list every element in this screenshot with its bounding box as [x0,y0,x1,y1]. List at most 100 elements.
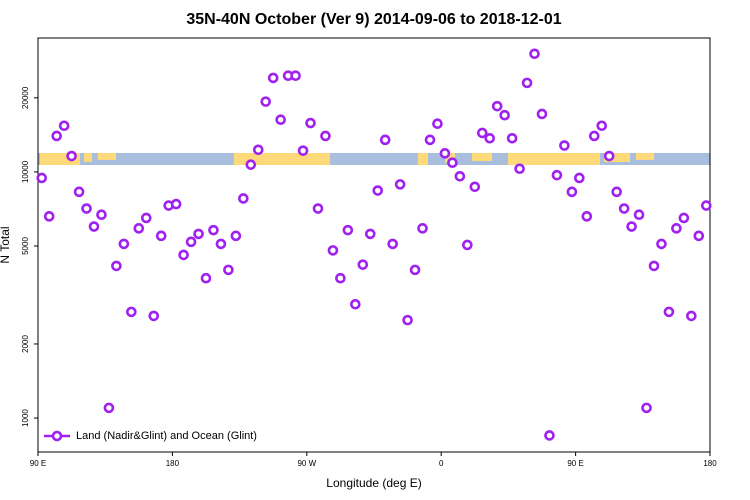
point [656,238,667,250]
point [267,72,279,84]
point [700,200,712,211]
point [73,186,85,198]
y-tick-label: 20000 [21,86,30,109]
point [559,140,570,151]
point [506,132,518,144]
land-band [472,153,492,161]
point [409,264,421,276]
point [260,96,272,107]
point [155,230,167,242]
x-tick-label: 180 [703,459,717,468]
point [200,272,212,284]
point [663,306,675,318]
point [521,77,533,89]
point [140,212,152,224]
point [81,203,92,214]
land-band [84,153,92,162]
point [648,260,660,272]
point [305,117,316,129]
point [402,314,413,326]
point [320,130,331,142]
point [312,203,324,214]
legend-label: Land (Nadir&Glint) and Ocean (Glint) [76,430,257,442]
point [462,239,473,251]
land-band [508,153,600,165]
point [551,169,563,181]
point [476,127,488,139]
point [66,150,77,162]
point [671,223,682,234]
point [245,159,257,170]
point [335,272,346,284]
point [566,186,578,198]
point [252,144,264,156]
point [350,298,361,310]
point [544,430,555,441]
x-tick-label: 90 E [30,459,46,468]
x-tick-label: 90 E [567,459,583,468]
point [379,134,391,146]
point [611,186,622,198]
x-axis-label: Longitude (deg E) [326,476,421,490]
point [529,48,540,60]
point [51,130,62,142]
point [387,238,398,250]
point [469,181,481,193]
y-tick-label: 1000 [21,409,30,427]
point [693,230,705,242]
land-band [636,153,654,160]
point [574,172,585,184]
point [447,157,458,169]
point [678,212,690,224]
point [618,203,630,214]
y-tick-label: 10000 [21,160,30,183]
point [581,211,593,222]
point [215,238,227,250]
point [58,120,70,132]
x-tick-label: 90 W [297,459,316,468]
y-axis-label: N Total [0,226,12,263]
point [432,118,443,129]
point [603,150,615,162]
point [118,238,130,250]
x-tick-label: 0 [439,459,444,468]
point [686,310,697,322]
x-tick-label: 180 [166,459,180,468]
point [491,100,503,112]
point [126,306,137,318]
point [170,198,182,210]
point [193,228,204,240]
point [626,221,637,232]
land-band [418,153,428,165]
point [364,228,376,240]
plot-frame [37,37,711,453]
point [208,224,219,236]
point [111,260,122,272]
point [641,402,652,414]
land-band [98,153,116,160]
legend-marker [51,430,63,442]
point [394,179,406,190]
point [275,114,286,125]
point [536,108,548,120]
point [417,223,428,234]
point [596,120,608,132]
point [36,172,48,184]
point [342,224,354,236]
point [439,148,451,159]
point [454,170,466,182]
land-band [234,153,330,165]
point [372,185,384,196]
point [103,402,115,414]
point [290,70,301,81]
point [588,130,600,142]
point [633,209,645,221]
point [178,249,189,261]
point [327,245,339,256]
point [43,211,55,222]
point [133,223,145,234]
y-tick-label: 2000 [21,335,30,353]
point [148,310,160,322]
point [230,230,242,242]
